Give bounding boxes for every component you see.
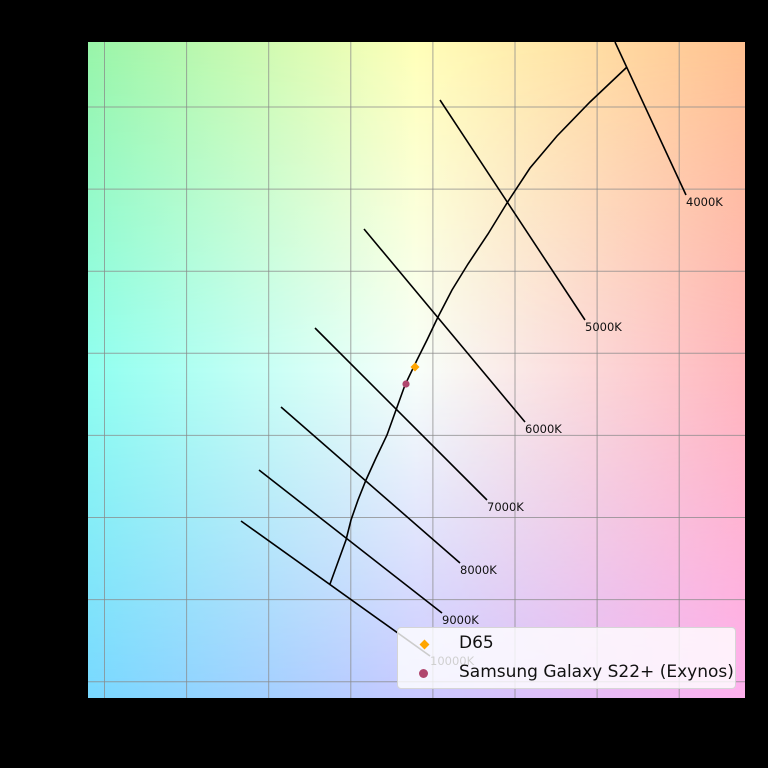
isotherm-lines xyxy=(240,42,687,657)
isotherm-line xyxy=(258,469,443,614)
isotherm-line xyxy=(363,228,526,423)
isotherm-label: 9000K xyxy=(442,613,479,627)
isotherm-label: 6000K xyxy=(525,422,562,436)
isotherm-label: 4000K xyxy=(686,195,723,209)
legend-item-samsung: Samsung Galaxy S22+ (Exynos) xyxy=(398,660,735,688)
legend-item-d65: D65 xyxy=(398,631,735,659)
isotherm-line xyxy=(280,406,461,564)
d65-point-marker xyxy=(410,362,420,372)
isotherm-label: 5000K xyxy=(585,320,622,334)
planckian-locus xyxy=(329,66,628,585)
isotherm-line xyxy=(314,327,488,501)
isotherm-line xyxy=(439,99,586,321)
data-points xyxy=(402,362,420,388)
legend-label: Samsung Galaxy S22+ (Exynos) xyxy=(459,662,734,682)
circle-marker-icon xyxy=(419,669,428,678)
diamond-marker-icon xyxy=(419,639,430,650)
isotherm-label: 7000K xyxy=(487,500,524,514)
device-point-marker xyxy=(402,380,410,388)
isotherm-label: 8000K xyxy=(460,563,497,577)
legend: D65 Samsung Galaxy S22+ (Exynos) xyxy=(397,627,736,689)
legend-label: D65 xyxy=(459,633,494,653)
